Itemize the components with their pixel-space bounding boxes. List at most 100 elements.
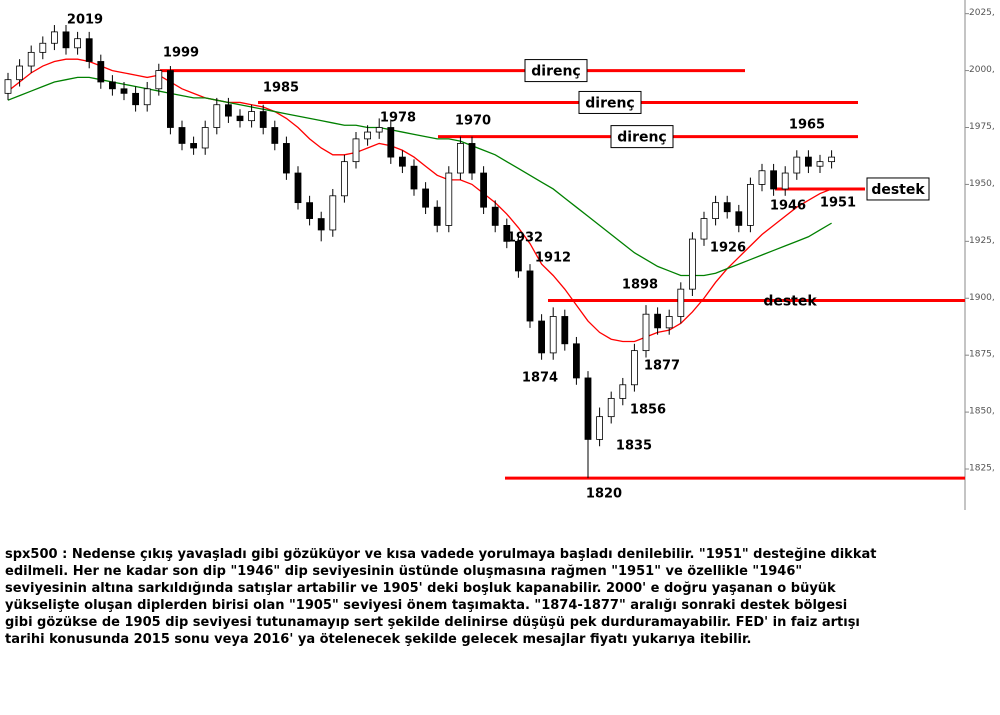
annotation: 1965 <box>789 118 825 133</box>
commentary-line: gibi gözükse de 1905 dip seviyesi tutuna… <box>5 615 860 630</box>
candle-body <box>166 70 174 128</box>
y-tick-label: 2025, <box>969 8 995 18</box>
candle-body <box>236 115 244 122</box>
candle-body <box>387 127 395 158</box>
candle-body <box>700 218 708 240</box>
annotation: 1946 <box>770 199 806 214</box>
candle-body <box>747 184 754 226</box>
annotation: 1820 <box>586 487 622 502</box>
annotation: 1970 <box>455 114 491 129</box>
annotation: 1874 <box>522 371 558 386</box>
candle-body <box>282 143 290 174</box>
commentary-line: tarihi konusunda 2015 sonu veya 2016' ya… <box>5 632 751 647</box>
y-tick-label: 1975, <box>969 122 995 132</box>
candle-body <box>201 127 209 149</box>
annotation: 1856 <box>630 403 666 418</box>
annotation: 1912 <box>535 251 571 266</box>
candle-body <box>816 161 824 167</box>
level-label: direnç <box>617 130 667 146</box>
candle-body <box>480 172 488 208</box>
candle-body <box>4 79 12 94</box>
commentary-line: edilmeli. Her ne kadar son dip "1946" di… <box>5 564 802 579</box>
candle-body <box>352 138 360 163</box>
candle-body <box>132 92 140 106</box>
candle-body <box>549 316 557 354</box>
candle-body <box>224 104 232 117</box>
candle-body <box>607 398 615 418</box>
candle-body <box>665 316 673 329</box>
y-tick-label: 1875, <box>969 350 995 360</box>
y-tick-label: 1950, <box>969 179 995 189</box>
candle-body <box>398 156 406 167</box>
candle-body <box>456 143 464 174</box>
y-tick-label: 1900, <box>969 293 995 303</box>
candle-body <box>306 202 314 219</box>
candle-body <box>468 143 476 174</box>
candle-body <box>712 202 719 219</box>
level-label: direnç <box>531 64 581 80</box>
candle-body <box>561 316 569 345</box>
annotation: 1877 <box>644 359 680 374</box>
y-tick-label: 1850, <box>969 407 995 417</box>
candle-body <box>584 377 592 440</box>
annotation: 1978 <box>380 111 416 126</box>
candle-body <box>433 206 441 226</box>
level-label-box <box>578 90 642 114</box>
candle-body <box>143 88 151 106</box>
annotation: 1985 <box>263 81 299 96</box>
candle-body <box>74 38 81 49</box>
candle-body <box>654 313 661 329</box>
annotation: 1835 <box>616 439 652 454</box>
y-tick-label: 1825, <box>969 464 995 474</box>
candle-body <box>329 195 337 231</box>
candle-body <box>410 165 418 190</box>
moving-average <box>7 58 832 343</box>
candle-body <box>422 188 430 208</box>
candle-body <box>120 88 128 94</box>
commentary-line: spx500 : Nedense çıkış yavaşladı gibi gö… <box>5 547 876 562</box>
candle-body <box>735 211 743 226</box>
candle-body <box>758 170 766 185</box>
annotation: 1932 <box>507 231 543 246</box>
level-label-box <box>610 125 674 149</box>
candle-body <box>97 61 105 83</box>
candle-body <box>793 156 801 174</box>
level-label: direnç <box>585 95 635 111</box>
moving-average <box>7 76 832 277</box>
candle-body <box>109 81 116 90</box>
candle-body <box>190 143 198 149</box>
candle-body <box>770 170 777 190</box>
candle-body <box>805 156 812 167</box>
candle-body <box>155 70 163 90</box>
candle-body <box>364 131 372 140</box>
candle-body <box>445 172 453 226</box>
annotation: 1926 <box>710 241 746 256</box>
candle-body <box>631 350 638 386</box>
candle-body <box>248 111 256 122</box>
candle-body <box>526 270 534 322</box>
candle-body <box>271 127 279 144</box>
candle-body <box>503 225 511 242</box>
candle-body <box>294 172 302 204</box>
candle-body <box>619 384 627 399</box>
candle-body <box>828 156 835 163</box>
level-label-box <box>866 177 930 201</box>
level-label: destek <box>763 294 817 310</box>
candle-body <box>781 172 789 190</box>
candle-body <box>51 31 58 44</box>
candle-body <box>259 111 267 128</box>
level-label: destek <box>871 182 925 198</box>
annotation: 2019 <box>67 13 103 28</box>
candle-body <box>677 288 685 317</box>
candle-body <box>642 313 650 352</box>
candle-body <box>178 127 186 144</box>
commentary-line: yükselişte oluşan diplerden birisi olan … <box>5 598 847 613</box>
candle-body <box>689 238 696 290</box>
candle-body <box>515 240 522 272</box>
y-tick-label: 1925, <box>969 236 995 246</box>
y-tick-label: 2000, <box>969 65 995 75</box>
candle-body <box>62 31 70 49</box>
candle-body <box>85 38 93 62</box>
candle-body <box>375 127 383 133</box>
